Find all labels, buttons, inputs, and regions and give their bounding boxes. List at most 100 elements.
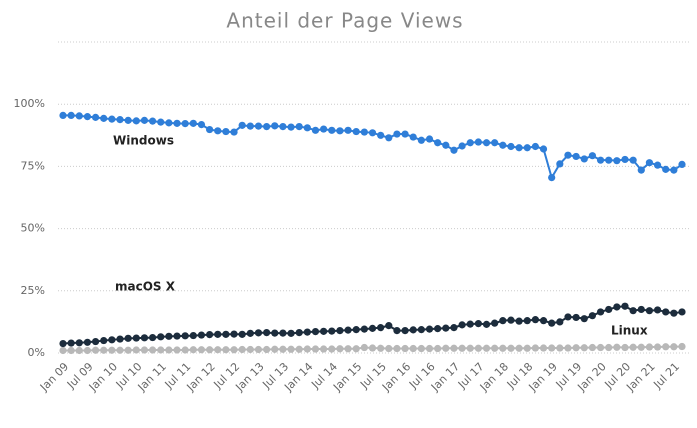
data-point bbox=[531, 142, 539, 151]
data-point bbox=[157, 346, 165, 354]
data-point bbox=[148, 346, 157, 354]
data-point bbox=[409, 344, 417, 353]
data-point bbox=[206, 330, 214, 339]
data-point bbox=[360, 128, 368, 136]
data-point bbox=[214, 330, 222, 338]
annotation: Windows bbox=[113, 134, 174, 148]
data-point bbox=[352, 345, 360, 353]
y-tick-label: 100% bbox=[14, 97, 45, 110]
data-point bbox=[311, 328, 320, 336]
data-point bbox=[336, 127, 344, 135]
data-point bbox=[588, 312, 597, 320]
data-point bbox=[393, 130, 401, 138]
data-point bbox=[246, 329, 254, 337]
data-point bbox=[295, 122, 303, 131]
data-point bbox=[157, 118, 165, 126]
data-point bbox=[474, 138, 482, 146]
data-point bbox=[491, 319, 499, 327]
data-point bbox=[539, 317, 548, 325]
data-point bbox=[222, 330, 230, 338]
data-point bbox=[189, 346, 197, 354]
data-point bbox=[279, 122, 287, 131]
data-point bbox=[263, 122, 271, 131]
data-point bbox=[556, 160, 564, 168]
data-point bbox=[165, 332, 173, 340]
data-point bbox=[434, 139, 442, 147]
data-point bbox=[539, 344, 548, 352]
data-point bbox=[238, 121, 246, 129]
data-point bbox=[116, 346, 124, 354]
data-point bbox=[148, 333, 157, 342]
data-point bbox=[401, 327, 409, 335]
data-point bbox=[539, 145, 548, 153]
data-point bbox=[548, 319, 556, 327]
data-point bbox=[67, 346, 75, 355]
data-point bbox=[425, 135, 434, 143]
data-point bbox=[173, 332, 181, 340]
data-point bbox=[434, 344, 442, 353]
data-point bbox=[393, 327, 401, 335]
data-point bbox=[605, 156, 613, 164]
data-point bbox=[83, 113, 92, 121]
data-point bbox=[254, 329, 263, 337]
data-point bbox=[336, 345, 344, 353]
data-point bbox=[548, 173, 556, 182]
data-point bbox=[678, 308, 686, 316]
annotation: macOS X bbox=[115, 280, 176, 294]
data-point bbox=[189, 331, 197, 340]
data-point bbox=[287, 345, 295, 353]
data-point bbox=[148, 117, 157, 125]
y-tick-label: 50% bbox=[21, 222, 45, 235]
data-point bbox=[425, 344, 434, 353]
data-point bbox=[417, 136, 425, 144]
data-point bbox=[507, 142, 515, 151]
data-point bbox=[662, 165, 670, 173]
data-point bbox=[75, 339, 83, 347]
data-point bbox=[409, 326, 417, 334]
data-point bbox=[91, 113, 100, 121]
data-point bbox=[499, 344, 507, 352]
data-point bbox=[621, 302, 629, 310]
data-point bbox=[499, 317, 507, 325]
data-point bbox=[523, 144, 531, 152]
data-point bbox=[140, 334, 149, 342]
data-point bbox=[629, 343, 637, 351]
data-point bbox=[531, 344, 539, 352]
data-point bbox=[572, 313, 580, 322]
data-point bbox=[230, 346, 238, 354]
data-point bbox=[662, 343, 670, 351]
data-point bbox=[222, 346, 230, 354]
data-point bbox=[458, 142, 466, 150]
data-point bbox=[91, 346, 100, 354]
data-point bbox=[670, 166, 678, 174]
data-point bbox=[100, 114, 108, 122]
data-point bbox=[523, 317, 531, 325]
data-point bbox=[352, 127, 360, 136]
data-point bbox=[613, 157, 621, 165]
data-point bbox=[507, 316, 515, 324]
data-point bbox=[67, 339, 75, 347]
data-point bbox=[116, 116, 124, 124]
data-point bbox=[564, 313, 572, 321]
data-point bbox=[75, 346, 83, 355]
data-point bbox=[653, 306, 662, 314]
data-point bbox=[360, 343, 368, 352]
data-point bbox=[385, 134, 393, 142]
data-point bbox=[344, 326, 352, 334]
data-point bbox=[385, 344, 393, 353]
data-point bbox=[344, 345, 352, 353]
data-point bbox=[621, 155, 629, 164]
data-point bbox=[645, 307, 654, 315]
data-point bbox=[499, 141, 507, 149]
data-point bbox=[548, 344, 556, 352]
data-point bbox=[116, 335, 124, 343]
data-point bbox=[368, 129, 377, 137]
data-point bbox=[377, 344, 385, 352]
data-point bbox=[287, 329, 295, 337]
data-point bbox=[108, 115, 116, 123]
data-point bbox=[124, 334, 132, 342]
data-point bbox=[588, 152, 597, 160]
data-point bbox=[214, 346, 222, 354]
chart-title: Anteil der Page Views bbox=[226, 9, 463, 33]
